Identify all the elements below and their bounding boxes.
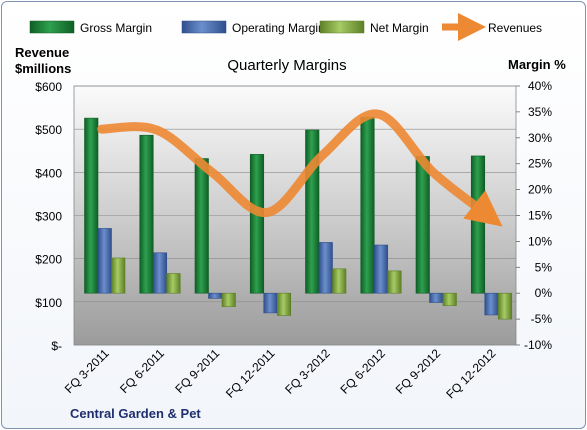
- bar-gross-margin: [249, 154, 265, 294]
- right-axis-ticks: -10% -5% 0% 5% 10% 15% 20% 25% 30% 35% 40%: [516, 79, 552, 352]
- company-name: Central Garden & Pet: [70, 406, 201, 421]
- bar-net-margin: [442, 292, 457, 306]
- right-tick-label: 0%: [535, 286, 553, 300]
- right-tick-label: 10%: [528, 234, 552, 248]
- legend-swatch-net: [319, 20, 365, 34]
- x-tick-label: FQ 6-2012: [338, 346, 389, 397]
- left-tick-label: $600: [35, 80, 62, 94]
- x-tick-label: FQ 12-2012: [443, 346, 498, 401]
- bar-gross-margin: [415, 156, 430, 294]
- bar-net-margin: [387, 270, 402, 294]
- left-tick-label: $100: [35, 296, 62, 310]
- bar-net-margin: [221, 292, 236, 307]
- left-axis-label-line2: $millions: [15, 61, 71, 76]
- left-tick-label: $300: [35, 210, 62, 224]
- bar-operating-margin: [263, 292, 278, 314]
- right-tick-label: 20%: [528, 183, 552, 197]
- legend-gross: Gross Margin: [29, 20, 152, 35]
- bar-operating-margin: [152, 252, 168, 294]
- legend-operating: Operating Margin: [181, 20, 325, 35]
- legend-revenues: Revenues: [442, 13, 542, 41]
- right-tick-label: 5%: [535, 260, 553, 274]
- bar-net-margin: [276, 292, 292, 316]
- bar-gross-margin: [84, 117, 99, 294]
- legend-swatch-gross: [29, 20, 75, 34]
- x-tick-label: FQ 3-2012: [282, 346, 333, 397]
- bar-net-margin: [166, 273, 181, 294]
- legend-label-gross: Gross Margin: [80, 21, 152, 35]
- revenue-line-path: [97, 109, 503, 227]
- bar-operating-margin: [318, 242, 333, 294]
- bar-net-margin: [497, 292, 513, 320]
- x-tick-label: FQ 12-2011: [223, 346, 278, 401]
- legend-label-operating: Operating Margin: [232, 21, 325, 35]
- right-tick-label: -10%: [524, 338, 552, 352]
- right-tick-label: 25%: [528, 157, 552, 171]
- chart-title: Quarterly Margins: [227, 57, 346, 74]
- legend: Gross Margin Operating Margin Net Margin…: [29, 13, 542, 41]
- bar-operating-margin: [373, 244, 389, 294]
- bar-gross-margin: [360, 116, 375, 294]
- right-tick-label: 35%: [528, 105, 552, 119]
- bars: [84, 116, 513, 320]
- bar-gross-margin: [139, 134, 154, 294]
- left-axis-ticks: $- $100 $200 $300 $400 $500 $600: [35, 80, 62, 353]
- bar-net-margin: [111, 257, 126, 294]
- revenue-line: [97, 109, 503, 227]
- right-tick-label: 40%: [528, 79, 552, 93]
- legend-net: Net Margin: [319, 20, 429, 35]
- left-axis-label-line1: Revenue: [15, 45, 69, 60]
- left-tick-label: $200: [35, 253, 62, 267]
- left-tick-label: $-: [51, 339, 62, 353]
- bar-gross-margin: [470, 155, 486, 294]
- x-tick-label: FQ 9-2011: [172, 346, 222, 396]
- x-axis-ticks: FQ 3-2011 FQ 6-2011 FQ 9-2011 FQ 12-2011 FQ …: [62, 346, 499, 401]
- bar-operating-margin: [429, 292, 444, 303]
- x-tick-label: FQ 9-2012: [393, 346, 444, 397]
- bar-net-margin: [332, 268, 347, 294]
- right-tick-label: 30%: [528, 131, 552, 145]
- right-axis-label: Margin %: [508, 57, 566, 72]
- legend-label-net: Net Margin: [370, 21, 429, 35]
- bar-gross-margin: [194, 158, 209, 294]
- bar-operating-margin: [208, 292, 223, 299]
- bar-operating-margin: [97, 228, 112, 294]
- right-tick-label: -5%: [531, 312, 553, 326]
- left-tick-label: $400: [35, 166, 62, 180]
- x-tick-label: FQ 6-2011: [117, 346, 167, 396]
- legend-label-revenues: Revenues: [488, 21, 542, 35]
- x-tick-label: FQ 3-2011: [62, 346, 112, 396]
- bar-operating-margin: [484, 292, 499, 316]
- left-tick-label: $500: [35, 123, 62, 137]
- right-tick-label: 15%: [528, 209, 552, 223]
- legend-swatch-operating: [181, 20, 227, 34]
